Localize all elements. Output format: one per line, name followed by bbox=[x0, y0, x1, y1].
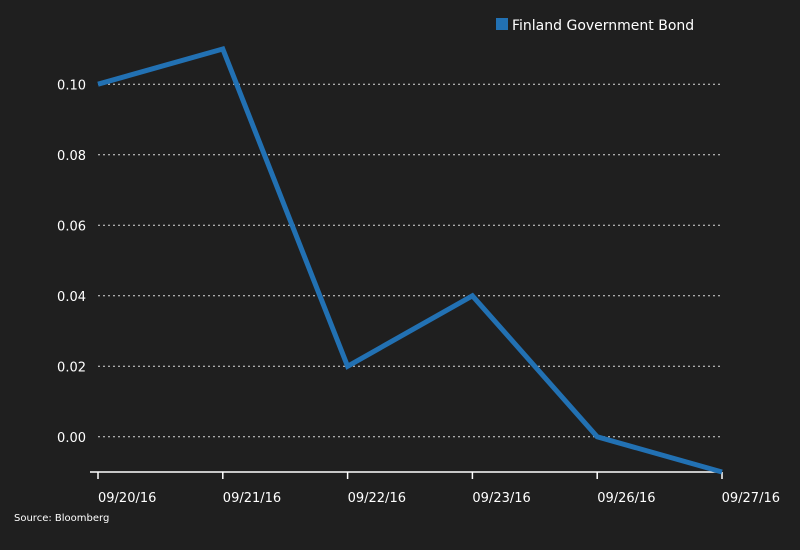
x-axis bbox=[90, 471, 723, 479]
legend-swatch bbox=[496, 18, 508, 30]
x-tick-label: 09/27/16 bbox=[722, 491, 780, 506]
grid-layer bbox=[98, 83, 722, 438]
y-tick-label: 0.06 bbox=[57, 219, 86, 234]
legend-label: Finland Government Bond bbox=[512, 18, 694, 34]
y-tick-label: 0.08 bbox=[57, 149, 86, 164]
x-tick-label: 09/22/16 bbox=[348, 491, 406, 506]
x-tick-label: 09/20/16 bbox=[98, 491, 156, 506]
series-layer bbox=[97, 45, 723, 475]
y-axis-tick-labels: 0.00 0.02 0.04 0.06 0.08 0.10 bbox=[57, 78, 86, 446]
y-tick-label: 0.04 bbox=[57, 290, 86, 305]
series-line bbox=[97, 45, 723, 475]
x-axis-tick-labels: 09/20/16 09/21/16 09/22/16 09/23/16 09/26/16… bbox=[98, 491, 780, 506]
x-tick-label: 09/26/16 bbox=[597, 491, 655, 506]
y-tick-label: 0.02 bbox=[57, 360, 86, 375]
x-tick-label: 09/23/16 bbox=[472, 491, 530, 506]
y-tick-label: 0.10 bbox=[57, 78, 86, 93]
y-tick-label: 0.00 bbox=[57, 431, 86, 446]
legend: Finland Government Bond bbox=[496, 18, 694, 34]
source-note: Source: Bloomberg bbox=[14, 513, 109, 524]
x-tick-label: 09/21/16 bbox=[223, 491, 281, 506]
